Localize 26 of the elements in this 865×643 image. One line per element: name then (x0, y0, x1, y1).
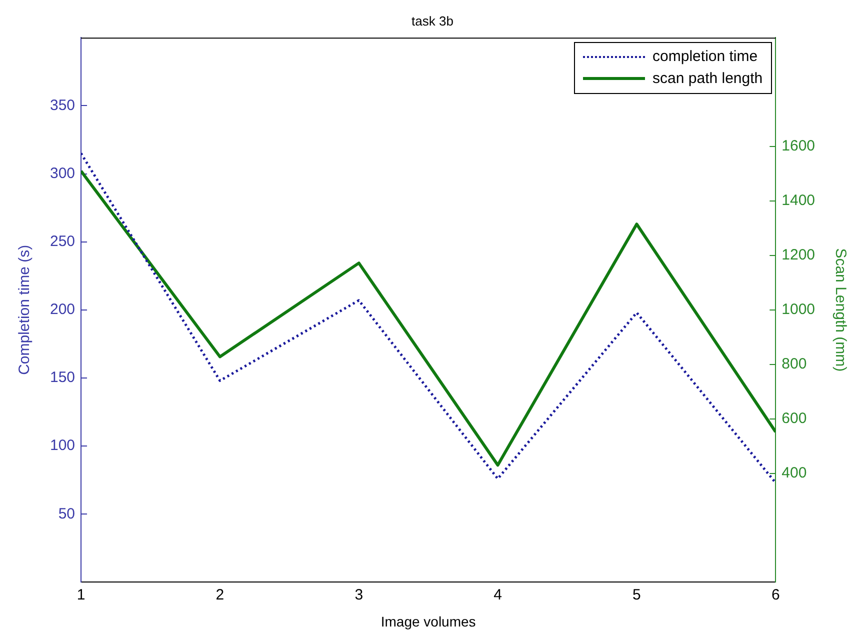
y-tick-label: 50 (58, 505, 76, 522)
y-tick-label: 350 (50, 96, 76, 114)
x-tick-label: 1 (76, 586, 86, 604)
y2-tick-label: 800 (782, 356, 807, 372)
legend-label: scan path length (652, 68, 763, 89)
y-tick-label: 200 (50, 301, 76, 318)
legend-label: completion time (652, 46, 758, 67)
x-tick-label: 6 (771, 586, 780, 604)
y-tick-label: 300 (50, 164, 76, 182)
chart-title: task 3b (412, 13, 454, 28)
y2-tick-label: 1200 (782, 246, 816, 264)
x-tick-label: 2 (216, 586, 224, 604)
y2-axis-title: Scan Length (mm) (832, 248, 849, 372)
x-tick-label: 4 (494, 586, 502, 604)
y-tick-label: 250 (50, 232, 76, 250)
y-tick-label: 150 (50, 369, 76, 386)
y2-tick-label: 1600 (782, 138, 816, 155)
x-axis-title: Image volumes (380, 613, 476, 630)
y-axis-title: Completion time (s) (16, 244, 34, 375)
x-tick-label: 3 (354, 586, 364, 604)
y-tick-label: 100 (50, 437, 76, 454)
y2-tick-label: 400 (782, 464, 807, 482)
y2-tick-label: 600 (782, 410, 807, 427)
y2-tick-label: 1000 (782, 301, 816, 318)
y2-tick-label: 1400 (782, 192, 816, 210)
x-tick-label: 5 (632, 586, 641, 604)
